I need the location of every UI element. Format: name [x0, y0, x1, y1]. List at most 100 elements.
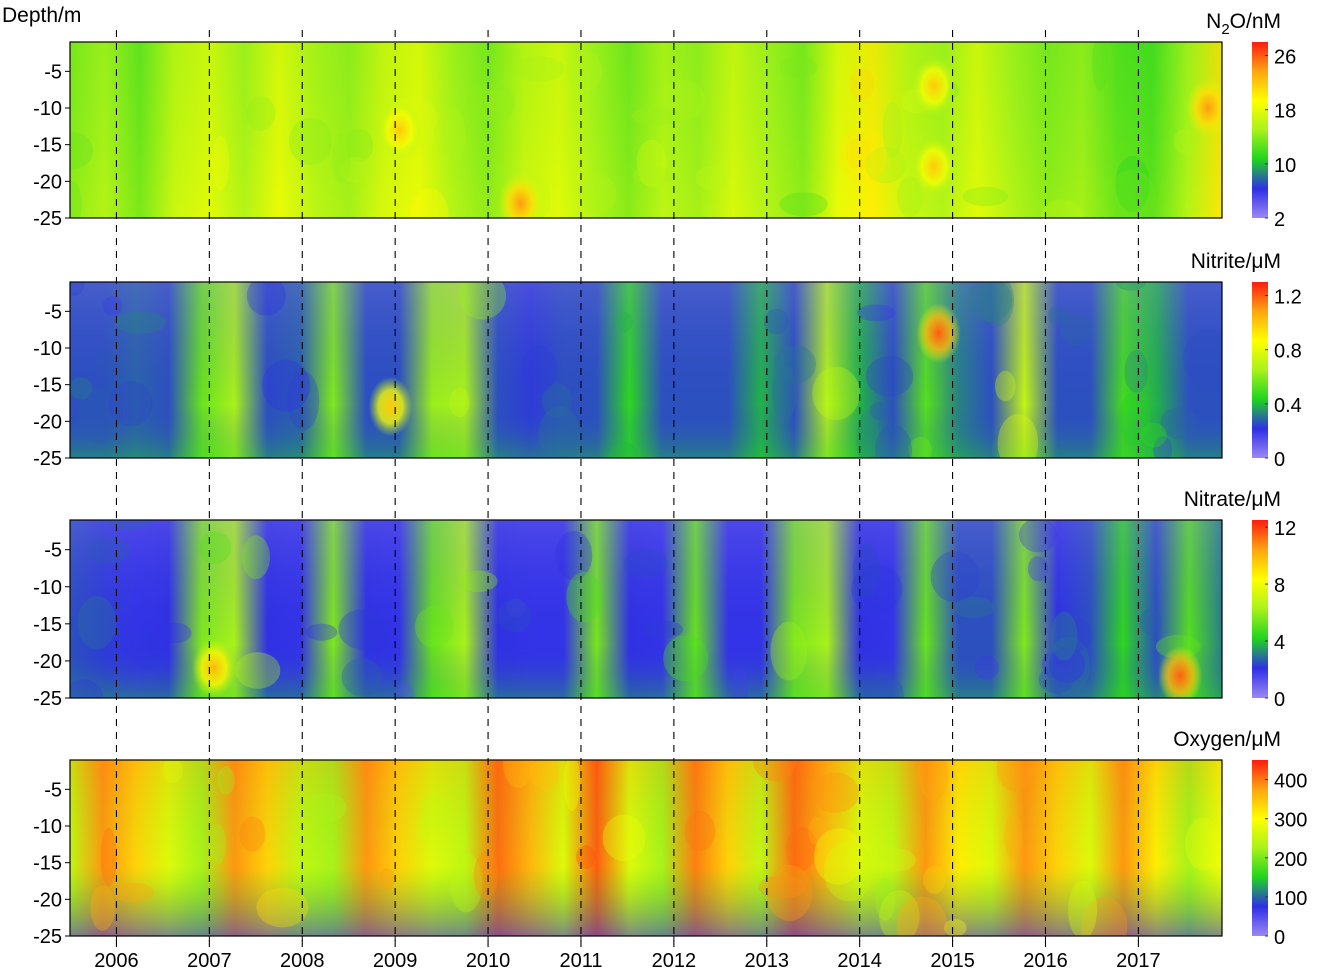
texture-blob	[567, 50, 602, 92]
texture-blob	[420, 793, 451, 829]
colorbar-tick-label: 100	[1274, 888, 1307, 910]
texture-blob	[1139, 608, 1163, 635]
texture-blob	[695, 165, 729, 190]
x-tick-label: 2013	[745, 950, 790, 972]
texture-blob	[458, 570, 498, 593]
y-tick-label: -20	[33, 411, 62, 433]
texture-blob	[896, 896, 948, 936]
panel-title: Nitrite/μM	[1191, 250, 1281, 273]
texture-blob	[100, 828, 118, 887]
y-axis-label: Depth/m	[2, 4, 81, 27]
texture-blob	[779, 56, 818, 79]
texture-blob	[86, 537, 130, 565]
texture-blob	[684, 811, 716, 852]
texture-blob	[77, 596, 117, 650]
y-tick-label: -10	[33, 338, 62, 360]
texture-blob	[108, 381, 154, 427]
texture-blob	[246, 282, 286, 316]
panel-title: Nitrate/μM	[1184, 488, 1281, 511]
texture-blob	[1038, 666, 1075, 694]
y-tick-label: -10	[33, 577, 62, 599]
texture-blob	[332, 133, 351, 184]
texture-blob	[541, 383, 572, 418]
texture-blob	[506, 598, 525, 618]
texture-blob	[772, 364, 797, 421]
plot-frame	[69, 519, 1223, 699]
x-tick-label: 2016	[1023, 950, 1068, 972]
texture-blob	[995, 370, 1016, 402]
texture-blob	[113, 882, 155, 903]
texture-blob	[1115, 155, 1150, 213]
texture-blob	[974, 655, 999, 680]
texture-blob	[779, 192, 828, 217]
texture-blob	[879, 890, 920, 936]
texture-blob	[851, 564, 903, 615]
texture-blob	[908, 436, 932, 458]
texture-blob	[1173, 128, 1199, 155]
texture-blob	[856, 411, 880, 458]
texture-blob	[823, 841, 874, 902]
colorbar-tick-label: 0	[1274, 927, 1285, 949]
heatmap-field	[70, 282, 1222, 458]
plot-frame	[69, 41, 1223, 219]
texture-blob	[1160, 407, 1197, 439]
texture-blob	[497, 599, 532, 633]
texture-blob	[865, 146, 906, 184]
texture-blob	[159, 622, 192, 644]
texture-blob	[882, 101, 903, 158]
texture-blob	[808, 816, 826, 846]
texture-blob	[874, 425, 913, 458]
texture-blob	[1153, 436, 1173, 458]
plot-frame	[69, 759, 1223, 937]
colorbar-tick-label: 2	[1274, 209, 1285, 231]
y-tick-label: -10	[33, 816, 62, 838]
colorbar	[1252, 282, 1268, 458]
colorbar-tick-label: 0	[1274, 449, 1285, 471]
depth-shading	[70, 42, 1222, 218]
y-tick-label: -25	[33, 448, 62, 470]
texture-blob	[256, 887, 309, 928]
texture-blob	[615, 311, 633, 332]
texture-blob	[753, 760, 797, 782]
texture-blob	[379, 868, 395, 890]
y-tick-label: -5	[44, 61, 62, 83]
y-tick-label: -20	[33, 171, 62, 193]
panel-title: N2O/nM	[1206, 10, 1281, 38]
panel-2: -5 -10 -15 -20 -25 1.2 0.8 0.4 0 Nitrite/μM	[33, 250, 1302, 471]
texture-blob	[303, 793, 347, 823]
texture-blob	[394, 682, 415, 698]
texture-blob	[106, 520, 154, 530]
texture-blob	[449, 387, 470, 418]
texture-blob	[563, 760, 581, 811]
panel-title: Oxygen/μM	[1173, 728, 1281, 751]
texture-blob	[1117, 58, 1139, 96]
colorbar-tick-label: 12	[1274, 518, 1296, 540]
x-tick-label: 2015	[930, 950, 975, 972]
texture-blob	[623, 549, 668, 579]
texture-blob	[875, 877, 896, 921]
texture-blob	[458, 282, 507, 320]
depth-shading	[70, 760, 1222, 936]
texture-blob	[102, 296, 123, 316]
texture-blob	[766, 865, 813, 921]
colorbar-tick-label: 8	[1274, 575, 1285, 597]
texture-blob	[211, 135, 230, 191]
texture-blob	[261, 359, 311, 412]
texture-blob	[555, 530, 593, 581]
hot-spot	[1158, 645, 1203, 698]
texture-blob	[869, 402, 890, 421]
texture-blob	[812, 366, 861, 420]
texture-blob	[1140, 422, 1167, 448]
depth-shading	[70, 520, 1222, 698]
texture-blob	[867, 847, 917, 872]
x-tick-label: 2008	[280, 950, 325, 972]
texture-blob	[1092, 42, 1109, 91]
texture-blob	[115, 311, 166, 334]
panel-1: -5 -10 -15 -20 -25 26 18 10 2 N2O/nM	[33, 10, 1296, 231]
texture-blob	[1027, 556, 1049, 582]
heatmap-field	[70, 42, 1222, 218]
texture-blob	[943, 919, 967, 936]
texture-blob	[512, 56, 565, 82]
texture-blob	[865, 355, 914, 397]
colorbar	[1252, 42, 1268, 218]
